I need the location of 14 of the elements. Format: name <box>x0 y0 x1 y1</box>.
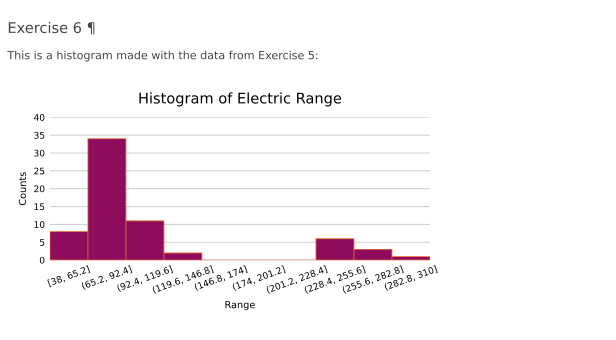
text: Exercise 6 ¶ <box>8 22 94 34</box>
y-tick-label: 15 <box>34 203 44 210</box>
y-tick-label: 5 <box>40 239 44 246</box>
y-tick-label: 35 <box>34 132 44 139</box>
chart-title: Histogram of Electric Range <box>139 92 342 106</box>
x-axis-title: Range <box>225 301 255 310</box>
y-tick-label: 10 <box>34 221 44 228</box>
y-tick-label: 30 <box>34 150 44 157</box>
text: This is a histogram made with the data from Exercise 5: <box>7 50 318 62</box>
y-tick-label: 20 <box>34 185 44 192</box>
y-tick-label: 25 <box>34 168 44 174</box>
y-tick-label: 0 <box>40 256 44 264</box>
y-tick-label: 40 <box>34 114 44 121</box>
y-axis-title: Counts <box>18 172 26 206</box>
